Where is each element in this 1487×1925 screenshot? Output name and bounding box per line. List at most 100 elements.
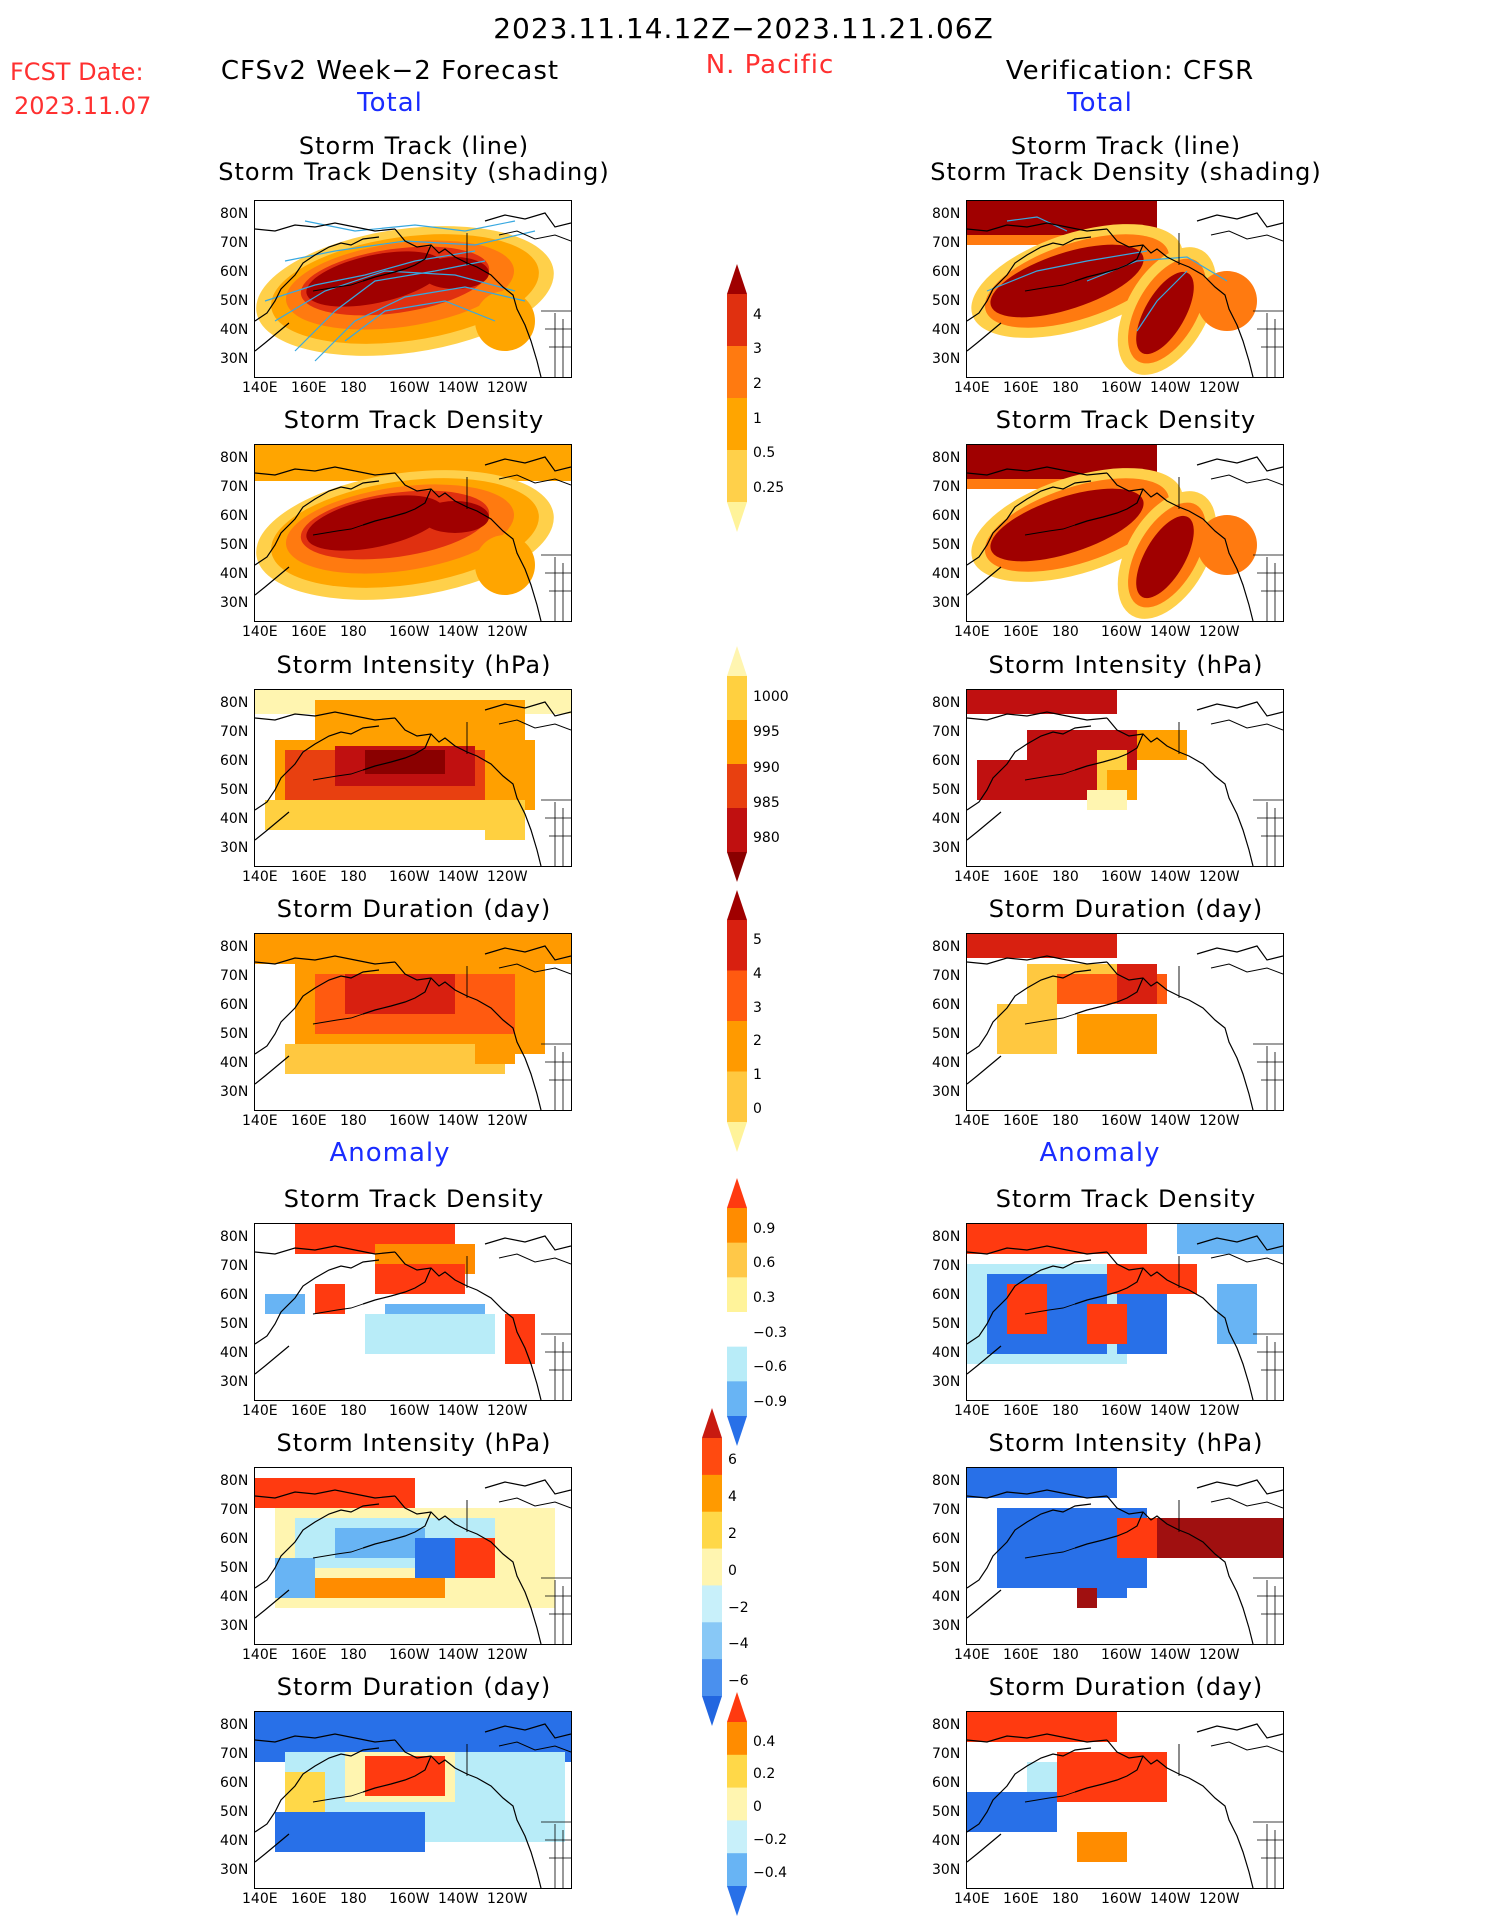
lon-tick-label: 160W (389, 380, 430, 396)
lat-tick-label: 50N (220, 1804, 249, 1820)
colorbar-swatch (727, 1787, 747, 1821)
colorbar-label: 0.9 (753, 1220, 776, 1237)
lat-tick-label: 50N (932, 1804, 961, 1820)
colorbar-label: 2 (753, 1033, 762, 1050)
lon-tick-label: 160W (389, 869, 430, 885)
lat-tick-label: 80N (220, 695, 249, 711)
lon-tick-label: 180 (340, 1647, 367, 1663)
lat-tick-label: 70N (220, 1502, 249, 1518)
lat-tick-label: 40N (932, 1055, 961, 1071)
colorbar-label: 0.5 (753, 445, 776, 462)
lon-tick-label: 140W (438, 380, 479, 396)
map-image (255, 212, 571, 377)
map-panel-right-adur (966, 1711, 1284, 1889)
lat-tick-label: 30N (220, 1374, 249, 1390)
lon-tick-label: 140E (242, 624, 278, 640)
map-panel-right-dur (966, 933, 1284, 1111)
colorbar-label: 5 (753, 932, 762, 949)
map-image (967, 1224, 1283, 1400)
lat-tick-label: 70N (932, 724, 961, 740)
colorbar-label: 3 (753, 341, 762, 358)
colorbar-swatch (727, 1208, 747, 1244)
lon-tick-label: 180 (1052, 1891, 1079, 1907)
lon-tick-label: 160E (1003, 869, 1039, 885)
lat-tick-label: 70N (932, 479, 961, 495)
lon-tick-label: 140E (954, 380, 990, 396)
lon-tick-label: 140W (438, 1647, 479, 1663)
lat-tick-label: 30N (932, 1862, 961, 1878)
lat-tick-label: 50N (220, 293, 249, 309)
panel-title-right-1-0: Storm Track Density (995, 406, 1257, 434)
map-image (255, 690, 571, 866)
lon-tick-label: 160W (1101, 1647, 1142, 1663)
lat-tick-label: 50N (932, 1560, 961, 1576)
colorbar-intensity_total (727, 646, 747, 882)
lat-tick-label: 30N (220, 840, 249, 856)
colorbar-label: 0.3 (753, 1290, 776, 1307)
lon-tick-label: 120W (1199, 1891, 1240, 1907)
lat-tick-label: 70N (220, 1258, 249, 1274)
right-anomaly-label: Anomaly (1039, 1138, 1161, 1168)
colorbar-label: 3 (753, 999, 762, 1016)
date-range-title: 2023.11.14.12Z−2023.11.21.06Z (493, 12, 994, 45)
lon-tick-label: 120W (1199, 624, 1240, 640)
colorbar-label: 985 (753, 794, 780, 811)
lon-tick-label: 140E (242, 1891, 278, 1907)
lat-tick-label: 60N (932, 1775, 961, 1791)
lat-tick-label: 70N (220, 479, 249, 495)
colorbar-swatch (727, 1277, 747, 1313)
lat-tick-label: 50N (932, 1026, 961, 1042)
lat-tick-label: 80N (220, 206, 249, 222)
lon-tick-label: 160W (389, 624, 430, 640)
lon-tick-label: 140W (438, 1891, 479, 1907)
panel-title-left-3-0: Storm Duration (day) (276, 895, 552, 923)
lat-tick-label: 80N (932, 1473, 961, 1489)
panel-title-left-0-1: Storm Track Density (shading) (218, 158, 610, 186)
map-image (255, 1224, 571, 1400)
lon-tick-label: 140E (242, 1113, 278, 1129)
colorbar-label: 4 (728, 1488, 737, 1505)
colorbar-label: 0 (753, 1799, 762, 1816)
lat-tick-label: 80N (932, 1717, 961, 1733)
colorbar-swatch (702, 1438, 722, 1476)
map-panel-left-adens (254, 1223, 572, 1401)
map-image (967, 1468, 1283, 1644)
panel-title-right-5-0: Storm Intensity (hPa) (988, 1429, 1264, 1457)
colorbar-top-arrow (727, 1178, 747, 1208)
lon-tick-label: 140E (954, 624, 990, 640)
lat-tick-label: 40N (932, 322, 961, 338)
lon-tick-label: 140W (438, 1113, 479, 1129)
panel-title-right-2-0: Storm Intensity (hPa) (988, 651, 1264, 679)
colorbar-label: 2 (753, 376, 762, 393)
lat-tick-label: 80N (932, 1229, 961, 1245)
lat-tick-label: 40N (932, 1345, 961, 1361)
map-image (967, 934, 1283, 1110)
colorbar-bottom-arrow (727, 1122, 747, 1152)
colorbar-swatch (702, 1585, 722, 1623)
lat-tick-label: 60N (220, 264, 249, 280)
lon-tick-label: 120W (487, 869, 528, 885)
colorbar-swatch (727, 1071, 747, 1123)
lat-tick-label: 30N (220, 351, 249, 367)
lat-tick-label: 50N (220, 1560, 249, 1576)
map-panel-right-inten (966, 689, 1284, 867)
lat-tick-label: 80N (932, 450, 961, 466)
colorbar-swatch (727, 676, 747, 721)
lon-tick-label: 180 (1052, 1403, 1079, 1419)
lon-tick-label: 160E (1003, 624, 1039, 640)
colorbar-label: 4 (753, 306, 762, 323)
lon-tick-label: 140E (954, 1891, 990, 1907)
lon-tick-label: 160E (1003, 380, 1039, 396)
map-panel-left-inten (254, 689, 572, 867)
lat-tick-label: 30N (932, 1084, 961, 1100)
lat-tick-label: 50N (932, 782, 961, 798)
colorbar-bottom-arrow (727, 502, 747, 532)
map-image (255, 1478, 571, 1644)
lon-tick-label: 140E (954, 869, 990, 885)
left-total-label: Total (357, 88, 423, 118)
lon-tick-label: 160E (291, 1113, 327, 1129)
lon-tick-label: 120W (1199, 380, 1240, 396)
lat-tick-label: 30N (220, 1618, 249, 1634)
colorbar-label: 0.2 (753, 1766, 776, 1783)
colorbar-top-arrow (727, 1692, 747, 1722)
